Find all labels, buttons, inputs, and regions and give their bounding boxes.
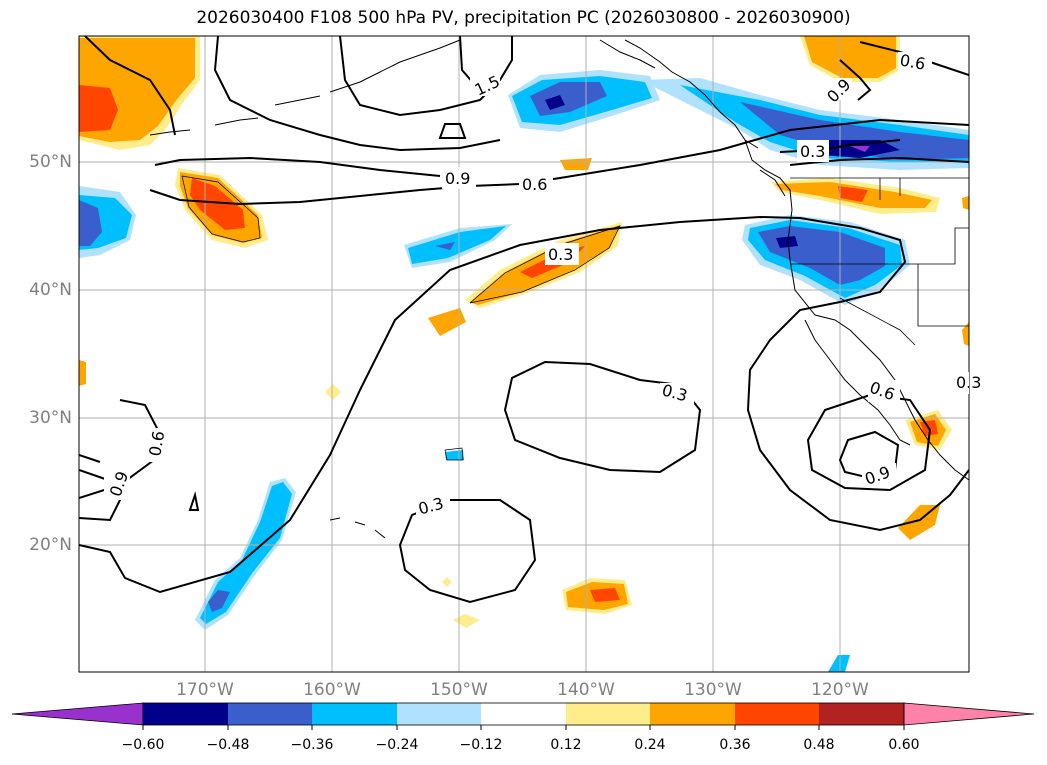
contour-label: 0.9 xyxy=(445,169,470,188)
colorbar-label: 0.60 xyxy=(888,737,920,753)
contour-labels: 1.5 0.9 0.6 0.3 0.6 0.9 0.3 0.3 0.6 0.9 … xyxy=(104,51,981,519)
contour-label: 0.3 xyxy=(548,245,573,264)
map-plot-area xyxy=(79,36,969,672)
precip-shading xyxy=(79,36,969,672)
lon-label-140w: 140°W xyxy=(557,680,615,700)
colorbar-label: 0.48 xyxy=(803,737,835,753)
contour-label: 0.3 xyxy=(800,142,825,161)
lat-label-30n: 30°N xyxy=(29,408,72,428)
lat-label-20n: 20°N xyxy=(29,535,72,555)
colorbar-cell xyxy=(819,703,904,725)
lon-label-160w: 160°W xyxy=(303,680,361,700)
colorbar-extend-low xyxy=(11,702,144,726)
lon-label-150w: 150°W xyxy=(430,680,488,700)
colorbar-cell xyxy=(650,703,735,725)
colorbar-cell xyxy=(312,703,397,725)
colorbar-label: −0.24 xyxy=(375,737,419,753)
lat-label-50n: 50°N xyxy=(29,152,72,172)
map-title: 2026030400 F108 500 hPa PV, precipitatio… xyxy=(196,8,851,28)
colorbar-cell xyxy=(143,703,228,725)
colorbar-cell xyxy=(566,703,650,725)
colorbar-label: −0.60 xyxy=(121,737,165,753)
colorbar-label: 0.24 xyxy=(634,737,666,753)
lon-label-130w: 130°W xyxy=(684,680,742,700)
colorbar-cell xyxy=(481,703,566,725)
lon-label-120w: 120°W xyxy=(811,680,869,700)
colorbar-label: −0.36 xyxy=(290,737,334,753)
lat-label-40n: 40°N xyxy=(29,280,72,300)
lon-label-170w: 170°W xyxy=(176,680,234,700)
colorbar-label: −0.12 xyxy=(459,737,503,753)
contour-label: 0.6 xyxy=(145,429,168,457)
coastlines xyxy=(149,39,969,539)
contour-label: 0.6 xyxy=(898,51,926,74)
precip-outlines xyxy=(181,175,621,461)
colorbar-cell xyxy=(228,703,312,725)
plot-frame xyxy=(78,35,970,673)
contour-label: 0.3 xyxy=(956,373,981,392)
political-borders xyxy=(790,177,969,346)
colorbar-label: 0.12 xyxy=(550,737,582,753)
colorbar xyxy=(11,702,1035,730)
pv-contours xyxy=(79,36,969,604)
colorbar-cell xyxy=(397,703,481,725)
colorbar-label: −0.48 xyxy=(206,737,250,753)
contour-label: 0.6 xyxy=(522,175,547,194)
colorbar-label: 0.36 xyxy=(719,737,751,753)
colorbar-extend-high xyxy=(903,702,1035,726)
colorbar-cell xyxy=(735,703,819,725)
